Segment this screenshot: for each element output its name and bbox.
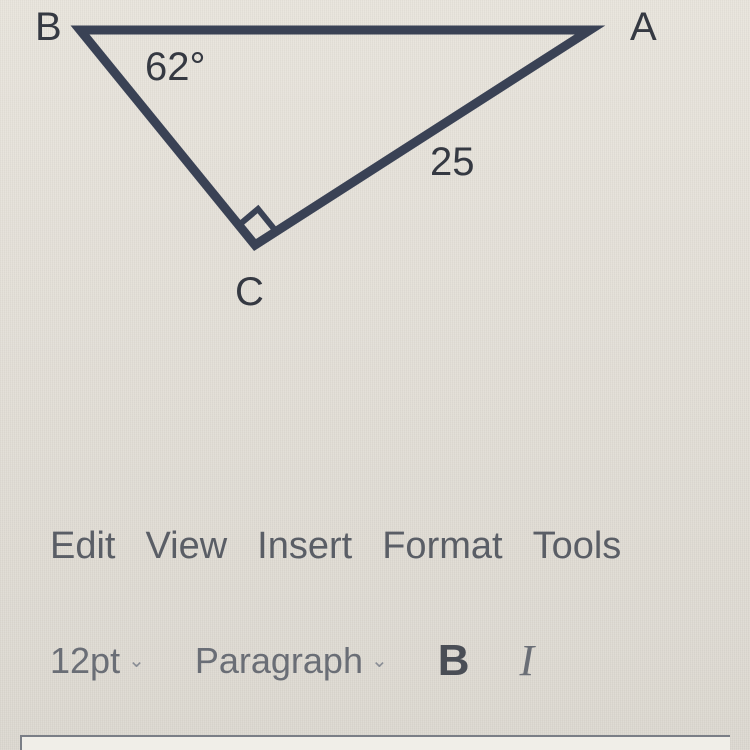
side-ac-value: 25 <box>430 140 475 185</box>
vertex-c-label: C <box>235 270 264 315</box>
chevron-down-icon: ⌄ <box>371 648 388 673</box>
triangle-diagram: B A C 62° 25 <box>60 20 660 420</box>
vertex-a-label: A <box>630 5 657 50</box>
chevron-down-icon: ⌄ <box>128 648 145 673</box>
menu-bar: Edit View Insert Format Tools <box>50 525 621 568</box>
vertex-b-label: B <box>35 5 62 50</box>
bold-button[interactable]: B <box>438 636 470 686</box>
menu-edit[interactable]: Edit <box>50 525 115 568</box>
menu-insert[interactable]: Insert <box>257 525 352 568</box>
angle-b-value: 62° <box>145 45 206 90</box>
paragraph-style-value: Paragraph <box>195 640 363 682</box>
menu-tools[interactable]: Tools <box>533 525 622 568</box>
editor-input-area[interactable] <box>20 735 730 750</box>
italic-button[interactable]: I <box>520 635 535 686</box>
format-toolbar: 12pt ⌄ Paragraph ⌄ B I <box>50 635 534 686</box>
paragraph-style-dropdown[interactable]: Paragraph ⌄ <box>195 640 388 682</box>
menu-format[interactable]: Format <box>382 525 502 568</box>
font-size-dropdown[interactable]: 12pt ⌄ <box>50 640 145 682</box>
font-size-value: 12pt <box>50 640 120 682</box>
menu-view[interactable]: View <box>145 525 227 568</box>
